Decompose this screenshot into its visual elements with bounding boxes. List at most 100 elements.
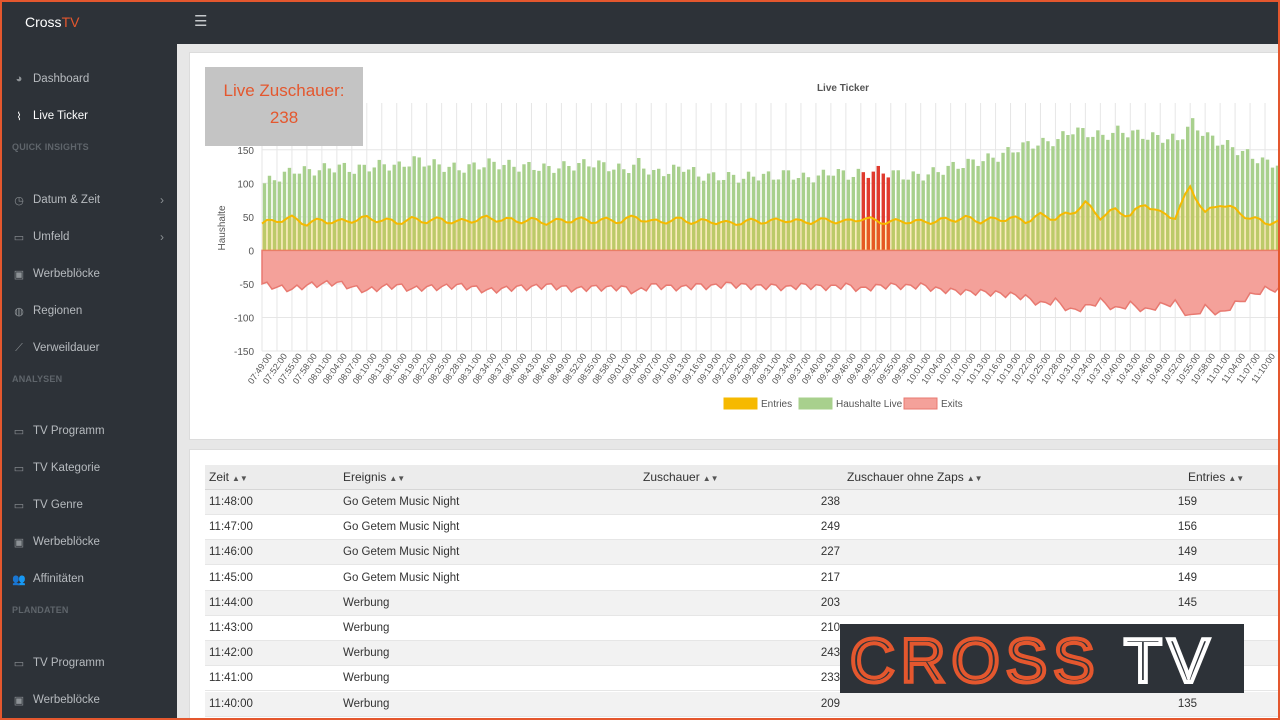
sidebar-item-tv-kategorie[interactable]: ▭ TV Kategorie [0, 451, 177, 485]
column-header-4[interactable]: Entries ▲▼ [1188, 465, 1244, 490]
cell-time: 11:40:00 [209, 697, 253, 710]
sidebar-item-tv-genre[interactable]: ▭ TV Genre [0, 488, 177, 522]
bar-haushalte-live [467, 164, 471, 251]
bar-haushalte-live [1036, 145, 1040, 251]
y-axis-label: Haushalte [217, 205, 228, 250]
brand-logo[interactable]: Cross TV [25, 14, 80, 30]
bar-haushalte-live [377, 159, 381, 251]
bar-haushalte-live [462, 172, 466, 251]
bar-haushalte-live [1200, 135, 1205, 251]
bar-haushalte-live [597, 160, 601, 251]
bar-haushalte-live [537, 170, 541, 251]
y-tick-label: 150 [237, 146, 254, 157]
bar-haushalte-live [612, 169, 616, 251]
bar-haushalte-live [1235, 155, 1240, 251]
column-header-0[interactable]: Zeit ▲▼ [209, 465, 248, 490]
bar-haushalte-live [856, 168, 861, 251]
cell-entries: 149 [1177, 546, 1197, 559]
table-row[interactable]: 11:47:00 Go Getem Music Night 249 156 [205, 515, 1280, 541]
chart-title: Live Ticker [817, 83, 869, 94]
bar-haushalte-live [1136, 129, 1140, 251]
cell-event: Werbung [343, 697, 390, 710]
bar-haushalte-live [582, 159, 586, 251]
bar-haushalte-live [1111, 132, 1115, 251]
cell-time: 11:41:00 [209, 672, 253, 685]
sidebar-item-label: Live Ticker [33, 110, 88, 122]
sidebar-item-datum-zeit[interactable]: ◷ Datum & Zeit › [0, 183, 177, 217]
hamburger-menu-icon[interactable]: ☰ [194, 13, 208, 30]
bar-haushalte-live [996, 161, 1000, 251]
table-row[interactable]: 11:41:00 Werbung 233 [205, 666, 1280, 692]
bar-haushalte-live [587, 166, 591, 251]
bar-haushalte-live [961, 168, 965, 251]
bar-haushalte-live [1001, 152, 1005, 251]
y-tick-label: 50 [243, 213, 255, 224]
bar-haushalte-live [557, 168, 561, 251]
bar-haushalte-live [1131, 130, 1135, 251]
table-row[interactable]: 11:40:00 Werbung 209 135 [205, 691, 1280, 717]
sidebar-item-tv-programm-2[interactable]: ▭ TV Programm [0, 646, 177, 680]
bar-haushalte-live [836, 169, 841, 251]
bar-haushalte-live [941, 174, 945, 251]
cell-viewers: 209 [820, 697, 840, 710]
live-viewers-box: Live Zuschauer: 238 [205, 67, 363, 146]
bar-haushalte-live [382, 164, 386, 251]
table-row[interactable]: 11:48:00 Go Getem Music Night 238 159 [205, 490, 1280, 515]
cell-event: Go Getem Music Night [343, 546, 460, 559]
table-row[interactable]: 11:45:00 Go Getem Music Night 217 149 [205, 566, 1280, 591]
table-row[interactable]: 11:43:00 Werbung 210 [205, 616, 1280, 641]
bar-haushalte-live [312, 175, 317, 251]
bar-haushalte-live [1171, 133, 1175, 251]
bar-haushalte-live [1061, 131, 1065, 251]
y-tick-label: 100 [237, 179, 254, 190]
bar-haushalte-live [1071, 134, 1075, 251]
sidebar-item-tv-programm-1[interactable]: ▭ TV Programm [0, 414, 177, 448]
bar-haushalte-live [816, 175, 821, 251]
column-header-2[interactable]: Zuschauer ▲▼ [643, 465, 719, 490]
legend-label: Entries [761, 399, 792, 410]
bar-haushalte-live [402, 166, 406, 251]
legend-swatch [723, 397, 758, 410]
sidebar-item-verweildauer[interactable]: ⟋ Verweildauer [0, 331, 177, 365]
sort-icon[interactable]: ▲▼ [702, 474, 719, 483]
bar-haushalte-live [686, 169, 691, 251]
table-row[interactable]: 11:46:00 Go Getem Music Night 227 149 [205, 540, 1280, 566]
column-header-1[interactable]: Ereignis ▲▼ [343, 465, 405, 490]
bar-haushalte-live [647, 174, 651, 251]
sidebar-item-werbebloecke-2[interactable]: ▣ Werbeblöcke [0, 525, 177, 559]
bar-haushalte-live [522, 164, 526, 251]
cell-time: 11:45:00 [209, 571, 253, 584]
bar-haushalte-live [622, 169, 626, 251]
sort-icon[interactable]: ▲▼ [232, 474, 248, 483]
bar-haushalte-live [1026, 141, 1030, 251]
bar-haushalte-live [1016, 152, 1020, 251]
sidebar-item-dashboard[interactable]: ◕ Dashboard [0, 62, 177, 96]
bar-haushalte-live [821, 169, 826, 251]
sort-icon[interactable]: ▲▼ [966, 474, 983, 483]
bar-haushalte-live [801, 172, 806, 251]
live-viewers-value: 238 [269, 108, 299, 128]
bar-haushalte-live [1091, 136, 1095, 251]
bar-haushalte-live [756, 180, 761, 251]
sort-icon[interactable]: ▲▼ [389, 474, 406, 483]
sidebar-item-werbebloecke-3[interactable]: ▣ Werbeblöcke [0, 683, 177, 717]
bar-haushalte-live [447, 166, 451, 251]
sidebar-item-label: TV Genre [33, 499, 83, 511]
sort-icon[interactable]: ▲▼ [1228, 474, 1245, 483]
bar-haushalte-live [517, 171, 521, 251]
bar-haushalte-live [287, 167, 292, 251]
bar-haushalte-live [1106, 139, 1110, 251]
bar-haushalte-live [751, 176, 756, 251]
bar-haushalte-live [322, 163, 327, 251]
sidebar-item-werbebloecke-1[interactable]: ▣ Werbeblöcke [0, 257, 177, 291]
bar-haushalte-live [442, 171, 446, 251]
column-header-label: Zuschauer ohne Zaps [847, 470, 964, 484]
chevron-right-icon: › [160, 193, 164, 207]
sidebar-section-heading: QUICK INSIGHTS [12, 142, 89, 152]
sidebar-item-live-ticker[interactable]: ⌇ Live Ticker [0, 99, 177, 133]
sidebar-item-regionen[interactable]: ◍ Regionen [0, 294, 177, 328]
sidebar-item-umfeld[interactable]: ▭ Umfeld › [0, 220, 177, 254]
column-header-3[interactable]: Zuschauer ohne Zaps ▲▼ [847, 465, 983, 490]
sidebar-item-affinitaeten[interactable]: 👥 Affinitäten [0, 562, 177, 596]
table-row[interactable]: 11:44:00 Werbung 203 145 [205, 590, 1280, 616]
